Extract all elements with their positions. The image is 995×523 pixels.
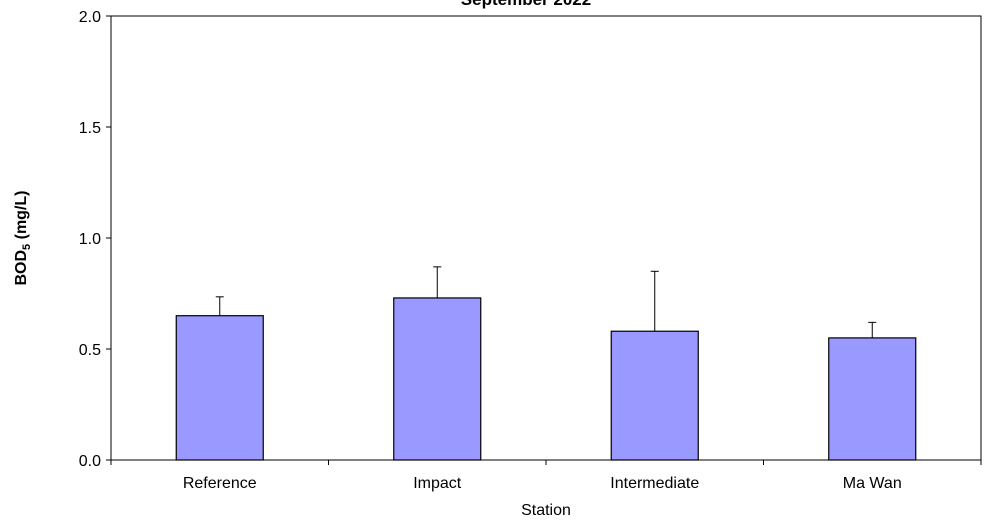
y-tick-label: 1.5 xyxy=(79,120,101,137)
y-tick-label: 2.0 xyxy=(79,9,101,26)
x-tick-label: Ma Wan xyxy=(843,475,902,492)
y-axis-title: BOD5 (mg/L) xyxy=(13,190,33,285)
y-tick-label: 0.0 xyxy=(79,453,101,470)
chart-title: September 2022 xyxy=(461,0,591,9)
y-axis: 0.0 0.5 1.0 1.5 2.0 xyxy=(79,9,111,470)
y-axis-title-unit: (mg/L) xyxy=(13,190,30,243)
error-bars xyxy=(215,266,877,338)
x-tick-label: Reference xyxy=(183,475,257,492)
bar xyxy=(610,330,699,461)
x-tick-label: Impact xyxy=(413,475,462,492)
y-axis-title-main: BOD xyxy=(13,250,30,286)
x-axis: Reference Impact Intermediate Ma Wan xyxy=(110,460,982,492)
bar xyxy=(393,297,482,461)
bar-series xyxy=(175,297,917,461)
y-tick-label: 1.0 xyxy=(79,231,101,248)
y-axis-title-subscript: 5 xyxy=(21,244,33,250)
x-tick-label: Intermediate xyxy=(610,475,699,492)
bar xyxy=(175,315,264,461)
bar xyxy=(828,337,917,461)
x-axis-title: Station xyxy=(521,502,571,519)
y-tick-label: 0.5 xyxy=(79,342,101,359)
